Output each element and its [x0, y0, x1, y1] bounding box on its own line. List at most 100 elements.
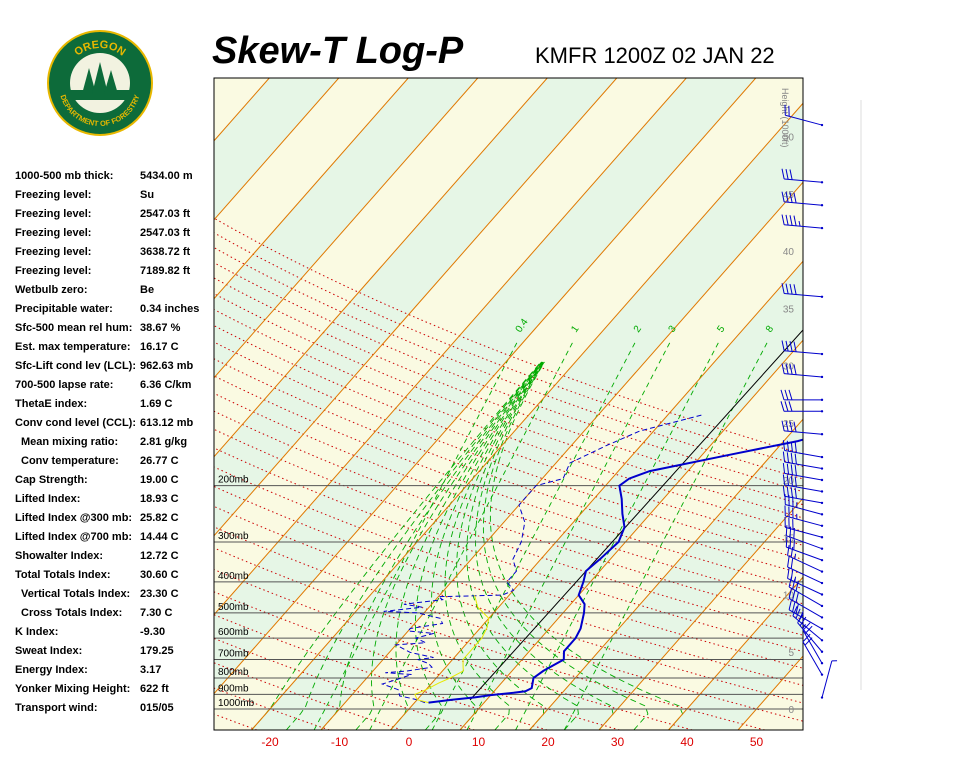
wind-barb-feather — [793, 192, 797, 204]
wind-barb-feather — [802, 633, 811, 643]
isobar-label: 200mb — [218, 475, 249, 486]
wind-barb-feather — [795, 608, 801, 619]
wind-barb — [782, 462, 824, 482]
index-row: Sweat Index: 179.25 — [15, 642, 215, 661]
index-row: Transport wind: 015/05 — [15, 699, 215, 718]
wind-barb-staff — [784, 430, 823, 435]
index-label: Freezing level: — [15, 189, 92, 201]
isotherm-line — [459, 339, 803, 730]
wind-barb-feather — [782, 474, 786, 485]
index-value: 6.36 C/km — [140, 379, 192, 391]
wind-barb-feather — [802, 624, 807, 630]
wind-barb-feather — [794, 576, 797, 582]
index-row: Vertical Totals Index: 23.30 C — [15, 585, 215, 604]
index-row: Freezing level: 2547.03 ft — [15, 224, 215, 243]
wind-barb — [781, 168, 824, 184]
plot-area: 1000mb 900mb 800mb 700mb 600mb 500mb 400mb 300m… — [0, 78, 960, 730]
wind-barb — [788, 599, 824, 631]
wind-barb-base — [820, 226, 824, 230]
dry-adiabat — [214, 262, 803, 493]
index-value: Be — [140, 284, 155, 296]
mixing-ratio-line — [563, 339, 769, 730]
index-row: Lifted Index: 18.93 C — [15, 490, 215, 509]
x-tick-label: 20 — [541, 735, 555, 749]
height-tick-label: 10 — [783, 591, 795, 602]
index-value: 2547.03 ft — [140, 208, 191, 220]
wind-barb-staff — [785, 114, 823, 126]
height-tick-label: 30 — [783, 362, 795, 373]
wind-barb — [781, 363, 824, 379]
wind-barb-base — [820, 352, 824, 356]
height-tick-label: 15 — [783, 533, 795, 544]
wind-barb-feather — [786, 486, 790, 498]
index-label: Energy Index: — [15, 664, 88, 676]
index-row: 700-500 lapse rate: 6.36 C/km — [15, 376, 215, 395]
wind-barb — [781, 340, 824, 356]
wind-barb-staff — [784, 292, 823, 298]
wind-barb-staff — [788, 586, 823, 607]
isotherm-line — [668, 576, 803, 730]
index-label: Lifted Index @700 mb: — [15, 531, 133, 543]
wind-barb-feather — [790, 569, 794, 581]
index-row: K Index: -9.30 — [15, 623, 215, 642]
index-label: 1000-500 mb thick: — [15, 170, 114, 182]
wind-barb-base — [820, 478, 824, 482]
wind-barb-base — [820, 524, 824, 527]
wind-barb-base — [820, 604, 824, 608]
index-label: ThetaE index: — [15, 398, 88, 410]
wind-barb-feather — [792, 601, 796, 612]
wind-barb-feather — [785, 420, 789, 432]
wind-barb-feather — [788, 588, 792, 599]
isotherm-line — [808, 78, 960, 730]
x-tick-label: 50 — [750, 735, 764, 749]
wind-barb-feather — [784, 401, 789, 412]
height-tick-label: 50 — [783, 133, 795, 144]
index-value: 3638.72 ft — [140, 246, 191, 258]
index-label: Lifted Index @300 mb: — [15, 512, 133, 524]
index-row: Lifted Index @300 mb: 25.82 C — [15, 509, 215, 528]
wind-barb-feather — [785, 536, 788, 548]
index-label: Total Totals Index: — [15, 569, 111, 581]
x-tick-label: -20 — [261, 735, 279, 749]
index-label: Sfc-500 mean rel hum: — [15, 322, 133, 334]
wind-barb-feather — [780, 389, 785, 400]
wind-barb-base — [820, 501, 824, 505]
index-label: 700-500 lapse rate: — [15, 379, 114, 391]
wind-barb-feather — [786, 475, 790, 486]
index-label: Vertical Totals Index: — [21, 588, 131, 600]
mixing-ratio-line — [369, 339, 575, 730]
wind-barb — [782, 474, 824, 493]
isotherm-line — [214, 78, 340, 221]
wind-barb-base — [820, 513, 824, 516]
moist-adiabat — [355, 361, 543, 730]
wind-barb-feather — [802, 622, 811, 631]
mixing-ratio-label: 2 — [632, 323, 644, 334]
wind-barb — [784, 505, 824, 527]
dewpoint-trace — [380, 414, 703, 704]
isotherm-line — [0, 78, 130, 730]
wind-barb-feather — [793, 364, 797, 375]
moist-adiabat — [320, 361, 542, 730]
isobar-label: 800mb — [218, 667, 249, 678]
wind-barb-base — [820, 593, 824, 596]
plot-frame — [213, 77, 804, 731]
wind-barb-feather — [782, 462, 786, 474]
height-tick-label: 45 — [783, 190, 795, 201]
index-row: Mean mixing ratio: 2.81 g/kg — [15, 433, 215, 452]
index-row: 1000-500 mb thick: 5434.00 m — [15, 167, 215, 186]
moist-adiabat — [489, 361, 684, 730]
dry-adiabat — [214, 217, 803, 455]
wind-barb-base — [820, 410, 824, 413]
wind-barb-feather — [787, 568, 790, 579]
isotherm-line — [529, 418, 803, 730]
wind-barb-base — [820, 558, 824, 562]
dry-adiabat — [214, 547, 765, 730]
index-row: Wetbulb zero: Be — [15, 281, 215, 300]
dry-adiabat — [214, 614, 548, 730]
wind-barb-base — [820, 375, 824, 379]
wind-barb-base — [820, 673, 824, 676]
isobar-label: 900mb — [218, 683, 249, 694]
wind-barb-feather — [789, 364, 793, 375]
wind-barb-feather — [786, 452, 790, 463]
